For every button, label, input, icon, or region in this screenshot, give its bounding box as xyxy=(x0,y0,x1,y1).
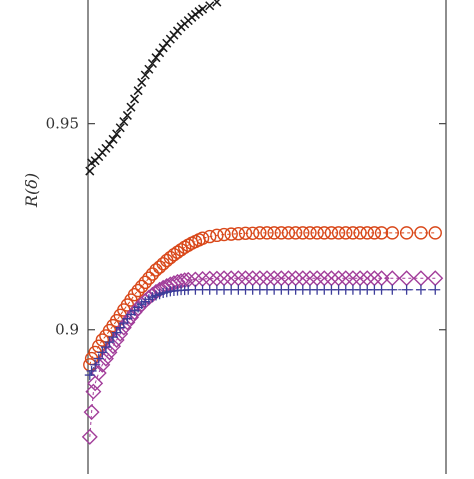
data-point xyxy=(205,1,215,11)
data-point xyxy=(360,226,374,240)
data-point xyxy=(414,226,428,240)
data-point xyxy=(95,333,110,347)
y-tick-label: 0.95 xyxy=(46,115,79,133)
data-point xyxy=(97,347,108,358)
data-point xyxy=(245,226,260,240)
data-point xyxy=(376,284,387,295)
y-ticks: 0.9 0.95 xyxy=(46,115,446,339)
data-point xyxy=(224,227,238,241)
data-point xyxy=(84,370,95,381)
data-point xyxy=(156,257,170,271)
data-point xyxy=(137,77,147,87)
data-point xyxy=(296,226,310,240)
data-point xyxy=(144,64,154,74)
series-3 xyxy=(84,284,441,381)
data-point xyxy=(101,344,118,361)
data-point xyxy=(145,267,160,281)
y-axis-label: R(δ) xyxy=(22,173,41,208)
data-point xyxy=(217,227,231,242)
data-point xyxy=(267,226,281,240)
data-point xyxy=(115,123,125,133)
data-point xyxy=(83,404,100,421)
data-point xyxy=(138,275,152,290)
data-point xyxy=(281,226,296,240)
data-point xyxy=(353,226,367,240)
data-point xyxy=(119,314,136,331)
data-point xyxy=(126,102,136,112)
data-point xyxy=(147,58,157,69)
data-point xyxy=(131,283,145,298)
data-point xyxy=(288,226,303,240)
series-1 xyxy=(83,226,442,372)
data-point xyxy=(142,271,156,285)
data-point xyxy=(324,226,339,240)
data-point xyxy=(133,86,143,96)
data-point xyxy=(339,226,353,240)
data-point xyxy=(260,226,274,240)
data-point xyxy=(119,117,129,127)
data-point xyxy=(94,356,111,373)
series-line xyxy=(89,232,436,365)
data-point xyxy=(130,94,140,104)
data-point xyxy=(87,375,104,392)
data-point xyxy=(367,226,382,240)
data-point xyxy=(155,48,165,58)
data-point xyxy=(310,226,324,240)
data-point xyxy=(195,231,210,245)
data-point xyxy=(346,226,360,240)
data-point xyxy=(385,226,399,240)
data-point xyxy=(387,284,398,295)
data-point xyxy=(398,270,415,287)
data-point xyxy=(115,319,132,336)
data-point xyxy=(203,229,217,244)
y-tick-label: 0.9 xyxy=(55,321,79,339)
data-point xyxy=(104,139,115,149)
data-point xyxy=(170,245,185,259)
data-point xyxy=(134,279,149,294)
data-point xyxy=(415,284,426,295)
data-point xyxy=(86,365,97,376)
data-point xyxy=(97,350,114,367)
data-point xyxy=(90,359,101,370)
data-point xyxy=(303,226,317,240)
data-point xyxy=(198,4,208,14)
data-point xyxy=(93,353,104,364)
data-point xyxy=(174,243,188,257)
data-point xyxy=(140,70,150,80)
data-point xyxy=(399,226,414,240)
data-point xyxy=(112,129,122,139)
data-point xyxy=(231,227,246,241)
data-point xyxy=(151,53,161,63)
data-point xyxy=(81,428,98,445)
data-point xyxy=(127,288,142,302)
data-point xyxy=(122,110,132,120)
data-marks xyxy=(81,0,444,445)
data-point xyxy=(331,226,346,240)
data-point xyxy=(85,383,102,400)
data-point xyxy=(238,226,253,240)
data-point xyxy=(274,226,289,240)
data-point xyxy=(126,304,143,321)
data-point xyxy=(374,226,389,240)
data-point xyxy=(430,284,441,295)
series-0 xyxy=(85,0,222,176)
data-point xyxy=(428,226,442,240)
data-point xyxy=(112,325,129,342)
data-point xyxy=(317,226,331,240)
data-point xyxy=(108,134,118,144)
data-point xyxy=(401,284,412,295)
data-point xyxy=(212,0,222,7)
data-point xyxy=(85,166,95,176)
axes xyxy=(87,0,447,474)
data-point xyxy=(253,226,267,240)
data-point xyxy=(210,228,224,243)
data-point xyxy=(167,248,181,262)
